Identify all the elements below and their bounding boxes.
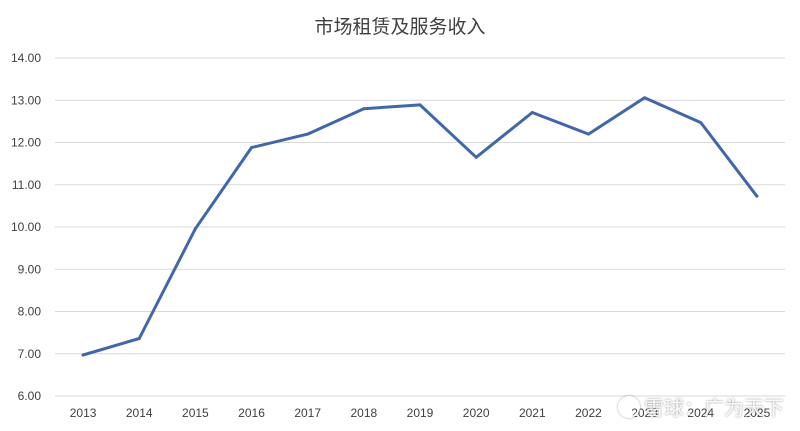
x-tick-label: 2017 — [294, 406, 321, 420]
data-point — [193, 227, 197, 231]
data-point — [755, 194, 759, 198]
x-tick-label: 2018 — [350, 406, 377, 420]
y-tick-label: 10.00 — [11, 220, 41, 234]
data-point — [474, 155, 478, 159]
grid-lines — [55, 57, 785, 397]
x-tick-label: 2014 — [126, 406, 153, 420]
x-axis-tick-labels: 2013 2014 2015 2016 2017 2018 2019 2020 2021 2022… — [70, 406, 771, 420]
x-tick-label: 2013 — [70, 406, 97, 420]
data-point — [250, 146, 254, 150]
data-point — [306, 132, 310, 136]
y-tick-label: 12.00 — [11, 136, 41, 150]
data-point — [530, 111, 534, 115]
data-point — [418, 103, 422, 107]
data-point — [643, 96, 647, 100]
x-tick-label: 2025 — [744, 406, 771, 420]
data-point — [137, 337, 141, 341]
watermark: 雪球：广为天下 — [618, 392, 784, 421]
y-tick-label: 8.00 — [18, 305, 42, 319]
x-tick-label: 2019 — [407, 406, 434, 420]
y-tick-label: 11.00 — [12, 178, 41, 192]
series-layer — [81, 96, 759, 357]
x-tick-label: 2015 — [182, 406, 209, 420]
snowball-logo-icon — [618, 395, 640, 418]
data-point — [81, 353, 85, 357]
series-line — [81, 96, 759, 357]
x-tick-label: 2021 — [519, 406, 546, 420]
y-axis-tick-labels: 6.00 7.00 8.00 9.00 10.00 11.00 12.00 13.00 14.0… — [11, 51, 41, 403]
x-tick-label: 2016 — [238, 406, 265, 420]
watermark-text: 雪球：广为天下 — [644, 396, 784, 420]
x-tick-label: 2022 — [575, 406, 602, 420]
y-tick-label: 9.00 — [18, 262, 42, 276]
x-tick-label: 2024 — [687, 406, 714, 420]
y-tick-label: 6.00 — [18, 389, 42, 403]
y-tick-label: 14.00 — [11, 51, 41, 65]
x-tick-label: 2020 — [463, 406, 490, 420]
data-point — [699, 121, 703, 125]
y-tick-label: 13.00 — [11, 93, 41, 107]
data-point — [362, 107, 366, 111]
data-point — [586, 132, 590, 136]
y-tick-label: 7.00 — [18, 347, 42, 361]
chart-title: 市场租赁及服务收入 — [314, 16, 485, 38]
